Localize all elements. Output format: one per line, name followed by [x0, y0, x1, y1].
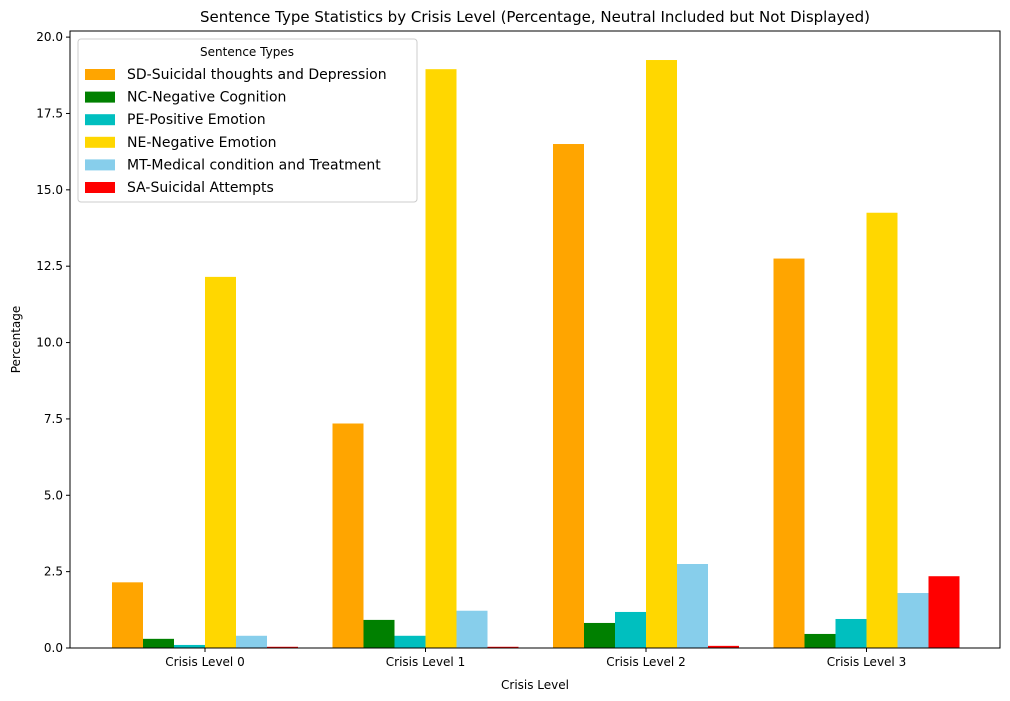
legend-title: Sentence Types: [200, 45, 294, 59]
bar-2-2: [363, 619, 395, 648]
bar-4-3: [646, 60, 677, 648]
bar-2-1: [143, 638, 174, 648]
y-axis: 0.0 2.5 5.0 7.5 10.0 12.5 15.0 17.5 20.0: [36, 30, 70, 655]
legend-label-1: SD-Suicidal thoughts and Depression: [127, 67, 387, 83]
bar-1-4: [773, 258, 805, 648]
bars-group: [112, 60, 960, 649]
x-tick-label: Crisis Level 1: [386, 655, 465, 669]
bar-1-2: [332, 423, 364, 648]
chart-title: Sentence Type Statistics by Crisis Level…: [200, 8, 870, 26]
y-tick-label: 7.5: [44, 412, 63, 426]
y-tick-label: 12.5: [36, 259, 63, 273]
legend-label-6: SA-Suicidal Attempts: [127, 180, 274, 196]
legend-swatch-3: [85, 114, 115, 126]
bar-4-2: [425, 69, 457, 649]
bar-6-1: [267, 646, 298, 648]
legend-swatch-4: [85, 136, 115, 148]
x-axis-label: Crisis Level: [501, 678, 569, 692]
legend-label-5: MT-Medical condition and Treatment: [127, 157, 381, 173]
y-tick-label: 5.0: [44, 488, 63, 502]
bar-1-1: [112, 582, 143, 648]
legend-label-4: NE-Negative Emotion: [127, 135, 277, 151]
legend-swatch-2: [85, 91, 115, 103]
legend: Sentence Types SD-Suicidal thoughts and …: [77, 38, 418, 203]
legend-label-2: NC-Negative Cognition: [127, 90, 286, 106]
y-tick-label: 15.0: [36, 183, 63, 197]
bar-4-1: [205, 276, 236, 648]
x-axis: Crisis Level 0 Crisis Level 1 Crisis Level…: [165, 648, 906, 669]
y-tick-label: 0.0: [44, 641, 63, 655]
bar-3-2: [394, 635, 426, 648]
bar-1-3: [553, 144, 584, 649]
bar-5-3: [677, 564, 708, 648]
legend-box: [77, 38, 418, 203]
plot-frame: [69, 30, 1001, 649]
bar-4-4: [866, 212, 898, 648]
bar-3-3: [615, 611, 646, 648]
x-tick-label: Crisis Level 2: [606, 655, 685, 669]
bar-6-3: [708, 645, 739, 648]
x-tick-label: Crisis Level 0: [165, 655, 244, 669]
bar-6-2: [487, 646, 519, 648]
y-axis-label: Percentage: [9, 306, 23, 374]
bar-2-3: [584, 622, 615, 648]
y-tick-label: 20.0: [36, 30, 63, 44]
bar-5-2: [456, 610, 488, 648]
legend-label-3: PE-Positive Emotion: [127, 112, 266, 128]
y-tick-label: 10.0: [36, 336, 63, 350]
y-tick-label: 17.5: [36, 106, 63, 120]
bar-2-4: [804, 633, 836, 648]
bar-5-1: [236, 635, 267, 648]
legend-swatch-1: [85, 69, 115, 80]
x-tick-label: Crisis Level 3: [827, 655, 906, 669]
bar-6-4: [928, 576, 960, 648]
bar-5-4: [897, 593, 929, 648]
y-tick-label: 2.5: [44, 565, 63, 579]
legend-swatch-5: [85, 159, 115, 171]
legend-swatch-6: [85, 182, 115, 193]
bar-3-1: [174, 644, 205, 648]
bar-3-4: [835, 618, 867, 648]
